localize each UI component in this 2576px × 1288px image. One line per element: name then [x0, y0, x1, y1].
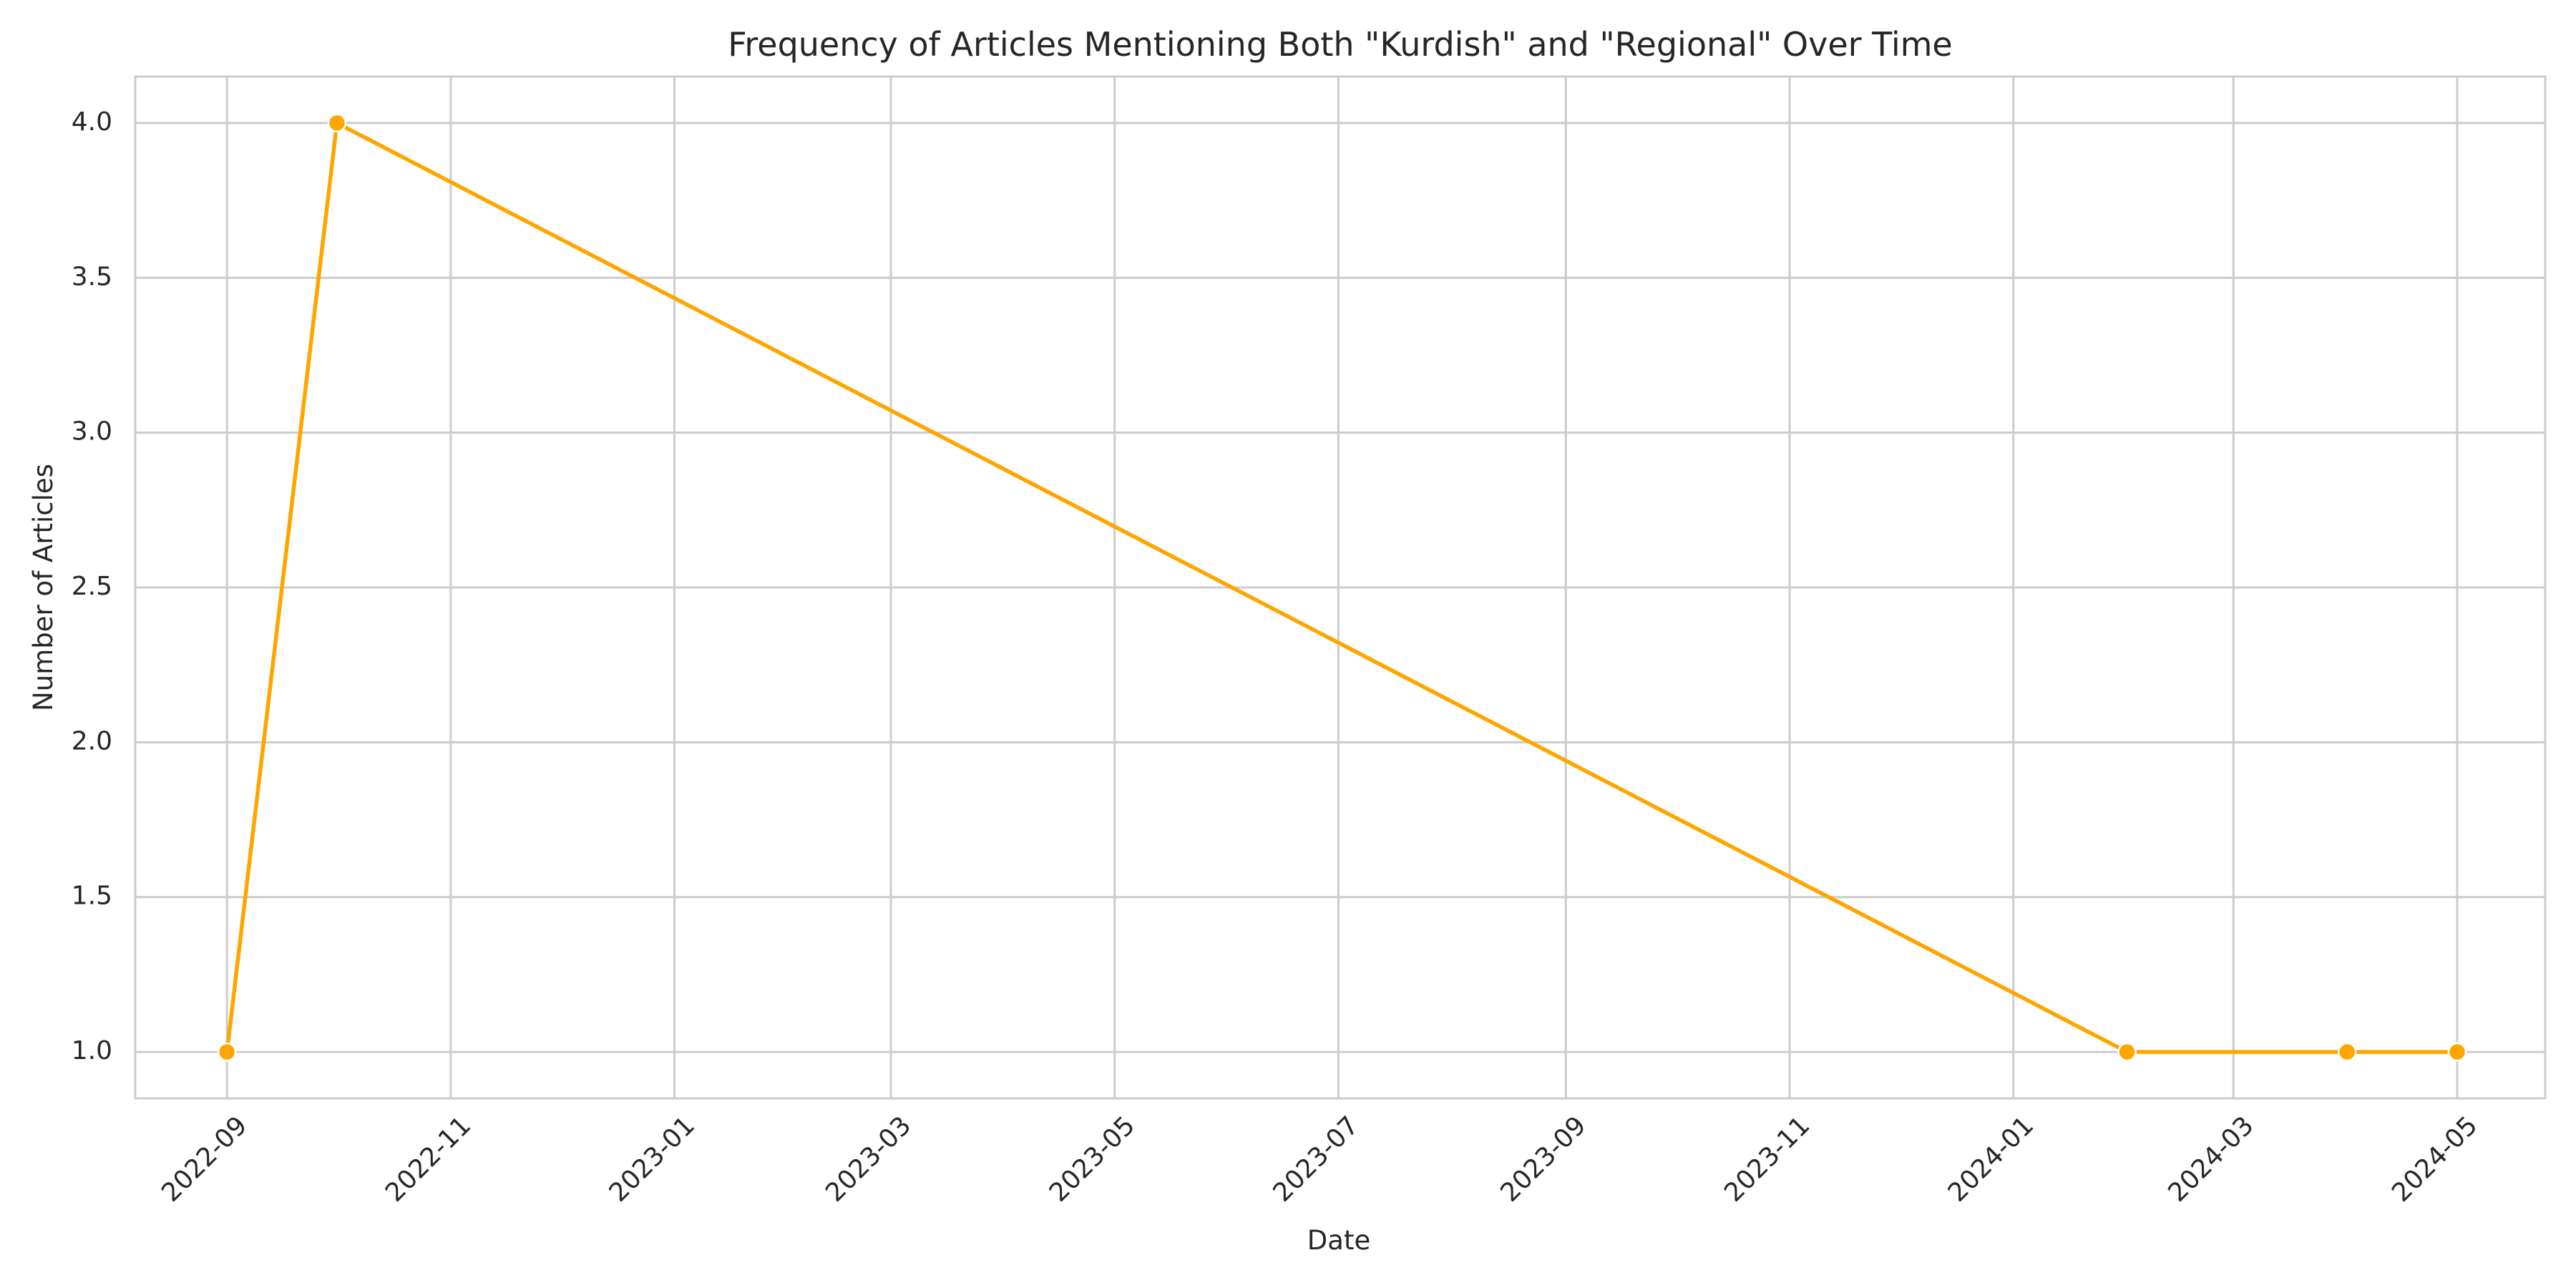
y-tick-label: 3.0: [72, 417, 112, 447]
y-axis-label: Number of Articles: [28, 464, 59, 711]
y-tick-label: 2.5: [72, 572, 112, 601]
x-tick-label: 2023-09: [1495, 1111, 1591, 1207]
tick-labels: 2022-09 2022-11 2023-01 2023-03 2023-05 2023-…: [72, 107, 2484, 1208]
y-tick-label: 1.5: [72, 882, 112, 911]
gridlines: [135, 77, 2545, 1098]
y-tick-label: 1.0: [72, 1036, 112, 1065]
x-tick-label: 2022-09: [156, 1111, 253, 1207]
y-tick-label: 3.5: [72, 262, 112, 291]
y-tick-label: 4.0: [72, 107, 112, 137]
x-tick-label: 2023-03: [820, 1111, 917, 1207]
x-tick-label: 2024-05: [2386, 1111, 2483, 1207]
x-axis-label: Date: [1307, 1225, 1370, 1256]
data-point-marker: [2117, 1042, 2137, 1062]
x-tick-label: 2024-01: [1943, 1111, 2039, 1207]
x-tick-label: 2023-05: [1044, 1111, 1141, 1207]
x-tick-label: 2023-01: [604, 1111, 701, 1207]
data-point-marker: [2447, 1042, 2467, 1062]
x-tick-label: 2024-03: [2162, 1111, 2259, 1207]
x-tick-label: 2023-11: [1719, 1111, 1815, 1207]
data-point-marker: [217, 1042, 237, 1062]
y-tick-label: 2.0: [72, 726, 112, 756]
chart-title: Frequency of Articles Mentioning Both "K…: [728, 25, 1952, 64]
data-point-marker: [2337, 1042, 2357, 1062]
plot-frame: [134, 75, 2547, 1100]
data-point-marker: [327, 113, 347, 133]
series-layer: [217, 113, 2467, 1062]
x-tick-label: 2023-07: [1268, 1111, 1365, 1207]
x-tick-label: 2022-11: [380, 1111, 477, 1207]
